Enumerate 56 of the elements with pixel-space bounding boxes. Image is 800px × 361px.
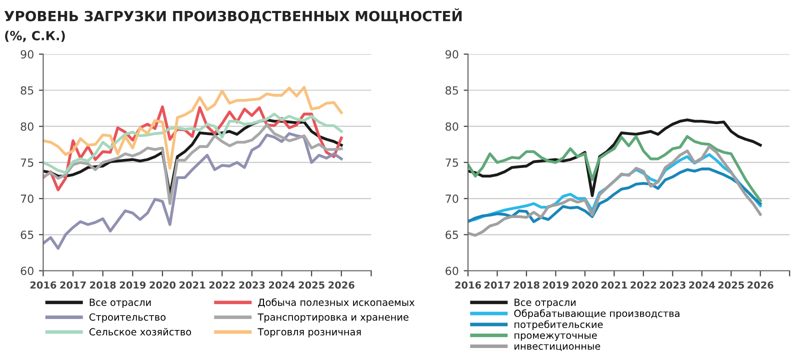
line-series bbox=[43, 112, 343, 174]
x-tick-label: 2022 bbox=[209, 281, 235, 289]
line-series bbox=[468, 135, 762, 202]
x-tick-label: 2021 bbox=[180, 281, 206, 289]
x-tick-label: 2017 bbox=[60, 281, 86, 289]
legend-label: Все отрасли bbox=[514, 298, 576, 308]
x-tick-label: 2018 bbox=[90, 281, 116, 289]
y-tick-label: 85 bbox=[446, 86, 458, 95]
y-tick-label: 75 bbox=[20, 158, 34, 167]
x-tick-label: 2019 bbox=[120, 281, 146, 289]
line-series bbox=[43, 86, 343, 170]
legend-label: Обрабатывающие производства bbox=[514, 309, 680, 319]
y-tick-label: 65 bbox=[20, 230, 34, 240]
line-series bbox=[43, 124, 343, 205]
x-tick-label: 2019 bbox=[542, 281, 569, 289]
line-series bbox=[43, 132, 343, 250]
y-tick-label: 60 bbox=[20, 266, 34, 276]
x-tick-label: 2023 bbox=[239, 281, 265, 289]
legend-label: Строительство bbox=[89, 313, 166, 323]
y-tick-label: 70 bbox=[20, 194, 34, 203]
x-tick-label: 2021 bbox=[601, 281, 628, 289]
legend-label: Все отрасли bbox=[90, 298, 151, 308]
y-tick-label: 65 bbox=[446, 230, 458, 240]
y-tick-label: 90 bbox=[20, 50, 34, 59]
legend-label: Транспортировка и хранение bbox=[258, 314, 408, 323]
y-tick-label: 85 bbox=[20, 86, 34, 95]
x-tick-label: 2026 bbox=[328, 281, 354, 289]
chart-title: УРОВЕНЬ ЗАГРУЗКИ ПРОИЗВОДСТВЕННЫХ МОЩНОСТЕЙ bbox=[4, 8, 462, 24]
x-tick-label: 2022 bbox=[630, 281, 656, 289]
x-tick-label: 2025 bbox=[298, 281, 324, 289]
chart-subtitle: (%, С.К.) bbox=[5, 30, 65, 42]
legend-label: Сельское хозяйство bbox=[89, 328, 192, 336]
legend-label: Торговля розничная bbox=[258, 328, 361, 338]
x-tick-label: 2020 bbox=[150, 281, 176, 289]
x-tick-label: 2026 bbox=[748, 281, 774, 289]
x-tick-label: 2025 bbox=[718, 281, 744, 289]
line-series bbox=[468, 168, 762, 224]
x-tick-label: 2016 bbox=[455, 281, 482, 289]
legend-label: Добыча полезных ископаемых bbox=[258, 298, 414, 308]
x-tick-label: 2020 bbox=[572, 281, 598, 289]
x-tick-label: 2023 bbox=[660, 281, 686, 289]
y-tick-label: 80 bbox=[20, 122, 34, 131]
legend-label: инвестиционные bbox=[514, 344, 600, 351]
x-tick-label: 2016 bbox=[30, 281, 56, 289]
y-tick-label: 75 bbox=[446, 158, 458, 167]
line-series bbox=[468, 145, 762, 237]
y-tick-label: 60 bbox=[446, 266, 458, 276]
y-tick-label: 90 bbox=[446, 50, 458, 59]
legend-label: промежуточные bbox=[514, 333, 597, 341]
x-tick-label: 2018 bbox=[514, 281, 540, 289]
y-tick-label: 70 bbox=[446, 194, 458, 203]
legend-label: потребительские bbox=[514, 320, 603, 330]
y-tick-label: 80 bbox=[446, 122, 458, 131]
x-tick-label: 2024 bbox=[268, 281, 295, 289]
x-tick-label: 2024 bbox=[689, 281, 715, 289]
x-tick-label: 2017 bbox=[484, 281, 510, 289]
